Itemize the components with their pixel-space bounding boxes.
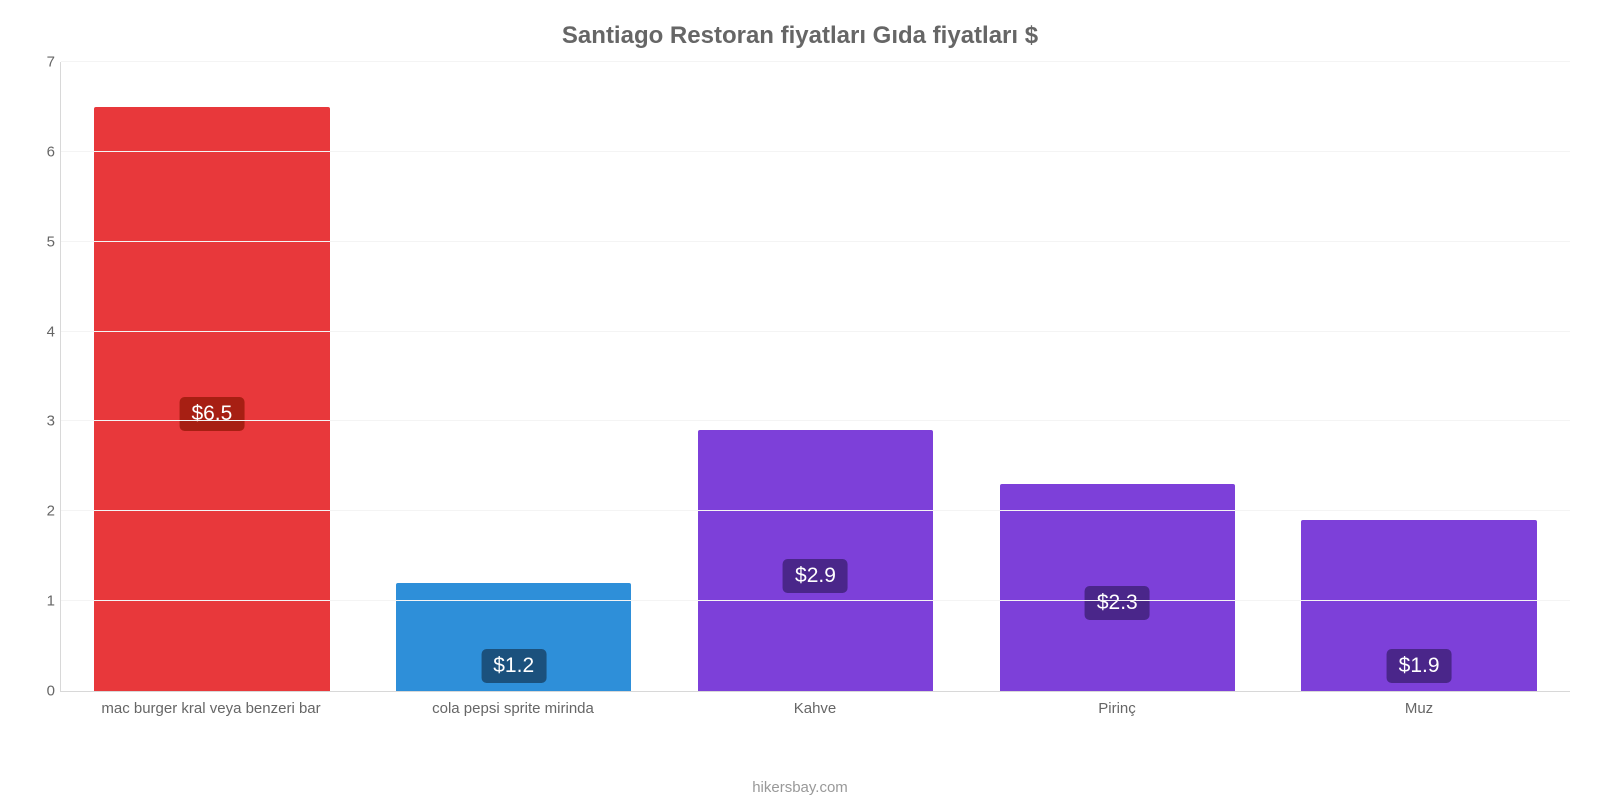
gridline (61, 241, 1570, 242)
bar: $6.5 (94, 107, 329, 691)
x-tick-label: Pirinç (966, 692, 1268, 732)
chart-container: Santiago Restoran fiyatları Gıda fiyatla… (0, 0, 1600, 800)
bar-slot: $6.5 (61, 62, 363, 691)
bar-value-label: $1.9 (1387, 649, 1452, 683)
bar-slot: $2.3 (966, 62, 1268, 691)
bar-value-label: $1.2 (481, 649, 546, 683)
bars-row: $6.5 $1.2 $2.9 $2.3 $1.9 (61, 62, 1570, 691)
bar-slot: $1.9 (1268, 62, 1570, 691)
gridline (61, 61, 1570, 62)
gridline (61, 420, 1570, 421)
bar: $2.9 (698, 430, 933, 691)
gridline (61, 600, 1570, 601)
x-tick-label: Kahve (664, 692, 966, 732)
y-tick-label: 7 (33, 54, 55, 71)
y-tick-label: 6 (33, 143, 55, 160)
bar-value-label: $2.9 (783, 559, 848, 593)
y-tick-label: 1 (33, 593, 55, 610)
chart-footer: hikersbay.com (0, 779, 1600, 796)
bar: $2.3 (1000, 484, 1235, 691)
bar: $1.9 (1301, 520, 1536, 691)
y-tick-label: 3 (33, 413, 55, 430)
y-tick-label: 4 (33, 323, 55, 340)
bar-slot: $2.9 (665, 62, 967, 691)
plot-area: $6.5$1.2$2.9$2.3$1.9 01234567 (60, 62, 1570, 692)
y-tick-label: 2 (33, 503, 55, 520)
bar-slot: $1.2 (363, 62, 665, 691)
bar-value-label: $2.3 (1085, 586, 1150, 620)
x-tick-label: mac burger kral veya benzeri bar (60, 692, 362, 732)
x-axis-labels: mac burger kral veya benzeri barcola pep… (60, 692, 1570, 732)
gridline (61, 151, 1570, 152)
x-tick-label: Muz (1268, 692, 1570, 732)
gridline (61, 331, 1570, 332)
plot-zone: $6.5$1.2$2.9$2.3$1.9 01234567 mac burger… (60, 62, 1570, 732)
x-tick-label: cola pepsi sprite mirinda (362, 692, 664, 732)
y-tick-label: 5 (33, 233, 55, 250)
gridline (61, 510, 1570, 511)
bar-value-label: $6.5 (179, 397, 244, 431)
chart-title: Santiago Restoran fiyatları Gıda fiyatla… (20, 22, 1580, 50)
y-tick-label: 0 (33, 683, 55, 700)
